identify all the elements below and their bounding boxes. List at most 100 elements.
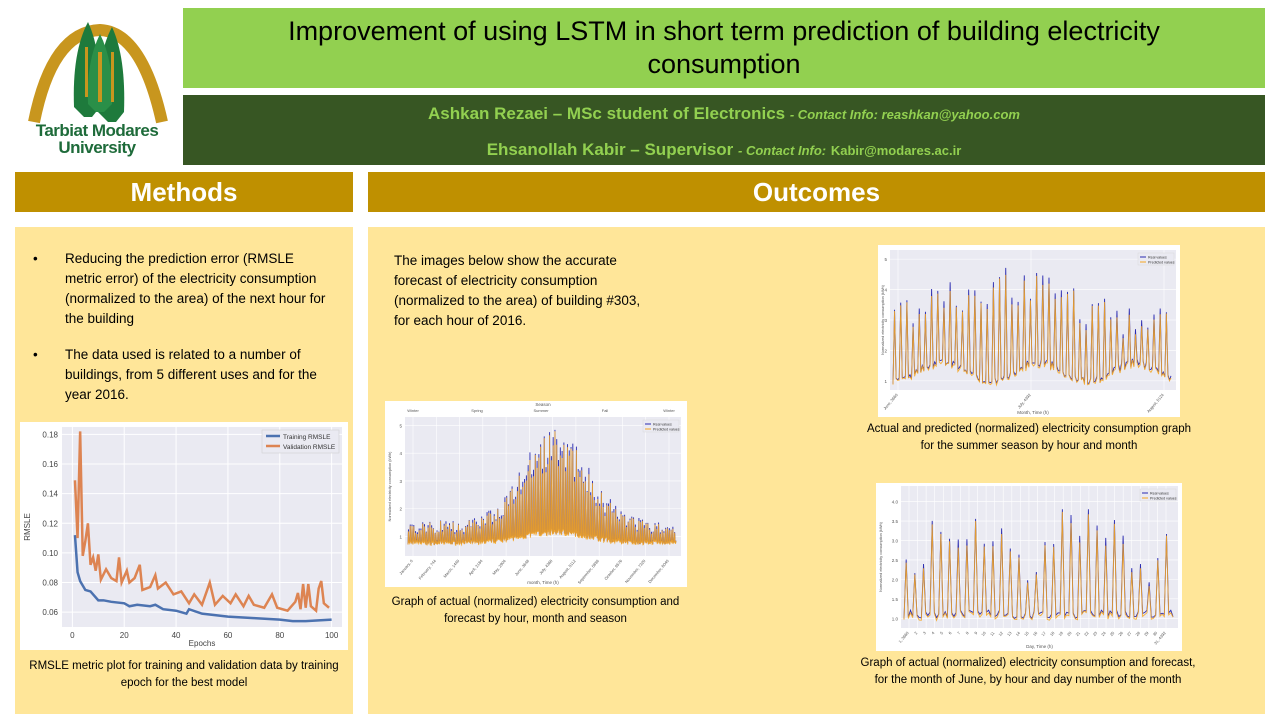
y-tick-label: 0.18 <box>42 430 58 439</box>
x-axis-label: month, Time (h) <box>527 580 559 585</box>
supervisor-name: Ehsanollah Kabir – Supervisor <box>486 140 734 159</box>
x-tick-label: 1, 3660 <box>897 630 910 644</box>
logo-arc <box>28 23 168 124</box>
y-tick-label: 0.16 <box>42 460 58 469</box>
y-tick-label: 3 <box>884 318 887 323</box>
summer-caption: Actual and predicted (normalized) electr… <box>866 423 1192 452</box>
university-logo <box>28 22 168 124</box>
x-tick-label: December, 8040 <box>647 558 670 584</box>
university-name: Tarbiat Modares University <box>22 122 172 156</box>
x-tick-label: June, 3648 <box>514 558 531 577</box>
legend-label: Real values <box>1148 256 1167 260</box>
outcomes-heading: Outcomes <box>368 172 1265 212</box>
x-tick-label: 19 <box>1057 630 1064 637</box>
x-tick-label: May, 2904 <box>491 558 507 576</box>
x-tick-label: 26 <box>1117 630 1124 637</box>
y-tick-label: 3.0 <box>892 538 899 543</box>
x-tick-label: 3 <box>922 630 928 636</box>
x-tick-label: 28 <box>1134 630 1141 637</box>
legend <box>261 429 340 454</box>
x-tick-label: February, 744 <box>417 558 437 581</box>
x-tick-label: November, 7320 <box>624 558 647 584</box>
y-tick-label: 1.0 <box>892 616 899 621</box>
y-tick-label: 1 <box>884 379 887 384</box>
y-tick-label: 2 <box>399 507 402 512</box>
bullet-item: The data used is related to a number of … <box>33 345 333 405</box>
x-tick-label: 24 <box>1100 630 1107 637</box>
season-tick-label: Winter <box>407 408 419 413</box>
june-forecast-chart: 1.0 1.5 2.0 2.5 3.0 3.5 4.0 1, 3660 2 3 4 5 6 7 8 9 10 11… <box>876 483 1182 651</box>
legend <box>1137 252 1175 266</box>
legend-label: Training RMSLE <box>283 434 331 441</box>
x-tick-label: 15 <box>1023 630 1030 637</box>
rmsle-chart: 0 20 40 60 80 100 0.06 0.08 0.10 0.12 0.14 0.16 0.18… <box>20 422 348 650</box>
outcomes-intro: The images below show the accurate forec… <box>394 253 641 328</box>
methods-heading: Methods <box>15 172 353 212</box>
methods-panel: Reducing the prediction error (RMSLE met… <box>15 227 353 714</box>
x-tick-label: 29 <box>1143 630 1150 637</box>
x-tick-label: 0 <box>70 631 75 640</box>
methods-heading-text: Methods <box>130 176 238 207</box>
x-tick-label: 21 <box>1074 630 1081 637</box>
x-tick-label: 25 <box>1109 630 1116 637</box>
y-axis-label: Normalized electricity consumption (kWh) <box>388 451 392 522</box>
x-tick-label: 80 <box>275 631 284 640</box>
season-tick-label: Winter <box>663 408 675 413</box>
x-tick-label: August, 5112 <box>558 558 577 580</box>
season-tick-label: Fall <box>602 408 609 413</box>
bullet-item: Reducing the prediction error (RMSLE met… <box>33 249 333 329</box>
author-line-2: Ehsanollah Kabir – Supervisor - Contact … <box>183 140 1265 160</box>
series-line-validation-rmsle <box>73 431 330 614</box>
june-caption: Graph of actual (normalized) electricity… <box>860 657 1196 686</box>
x-tick-label: April, 2184 <box>467 558 484 576</box>
poster-title: Improvement of using LSTM in short term … <box>288 16 1160 79</box>
methods-bullets: Reducing the prediction error (RMSLE met… <box>33 249 333 421</box>
legend-label: Predicted values <box>1150 497 1177 501</box>
x-axis-label: Epochs <box>189 639 216 648</box>
series-line-predicted-values <box>892 274 1172 387</box>
x-tick-label: 16 <box>1032 630 1039 637</box>
y-tick-label: 1 <box>399 535 402 540</box>
y-axis-label: RMSLE <box>23 513 32 541</box>
x-tick-label: 6 <box>947 630 953 636</box>
x-tick-label: 5 <box>939 630 945 636</box>
y-tick-label: 0.10 <box>42 549 58 558</box>
x-tick-label: June, 3660 <box>882 392 899 411</box>
rmsle-caption: RMSLE metric plot for training and valid… <box>29 660 339 689</box>
x-tick-label: 18 <box>1049 630 1056 637</box>
x-tick-label: 20 <box>1066 630 1073 637</box>
logo-text-line1: Tarbiat Modares <box>35 121 159 140</box>
y-tick-label: 3 <box>399 479 402 484</box>
x-tick-label: 12 <box>997 630 1004 637</box>
y-tick-label: 0.06 <box>42 608 58 617</box>
author-line-1: Ashkan Rezaei – MSc student of Electroni… <box>183 104 1265 124</box>
season-tick-label: Spring <box>471 408 483 413</box>
logo-text-line2: University <box>58 138 136 157</box>
author-name: Ashkan Rezaei – MSc student of Electroni… <box>428 104 786 123</box>
x-tick-label: 13 <box>1006 630 1013 637</box>
x-tick-label: 11 <box>989 630 996 637</box>
authors-bar: Ashkan Rezaei – MSc student of Electroni… <box>183 95 1265 165</box>
series-line-predicted-values <box>407 431 677 547</box>
x-tick-label: January, 0 <box>398 558 414 576</box>
y-tick-label: 0.14 <box>42 490 58 499</box>
y-tick-label: 4.0 <box>892 500 899 505</box>
y-axis-label: Normalized electricity consumption (kWh) <box>879 521 883 592</box>
x-tick-label: March, 1440 <box>442 558 461 579</box>
outcomes-heading-text: Outcomes <box>752 176 881 207</box>
y-tick-label: 2.0 <box>892 577 899 582</box>
x-tick-label: 27 <box>1126 630 1133 637</box>
x-tick-label: September, 5856 <box>577 558 601 585</box>
x-tick-label: 20 <box>120 631 129 640</box>
y-tick-label: 4 <box>884 288 887 293</box>
yearly-caption: Graph of actual (normalized) electricity… <box>391 596 680 625</box>
supervisor-email: Kabir@modares.ac.ir <box>830 143 962 158</box>
y-tick-label: 3.5 <box>892 519 899 524</box>
season-tick-label: Summer <box>533 408 549 413</box>
legend-label: Real values <box>653 423 672 427</box>
y-tick-label: 1.5 <box>892 597 899 602</box>
x-tick-label: July, 4392 <box>1016 392 1032 410</box>
x-tick-label: 2 <box>913 630 919 636</box>
x-tick-label: 4 <box>930 630 936 636</box>
season-axis-title: Season <box>535 402 551 407</box>
